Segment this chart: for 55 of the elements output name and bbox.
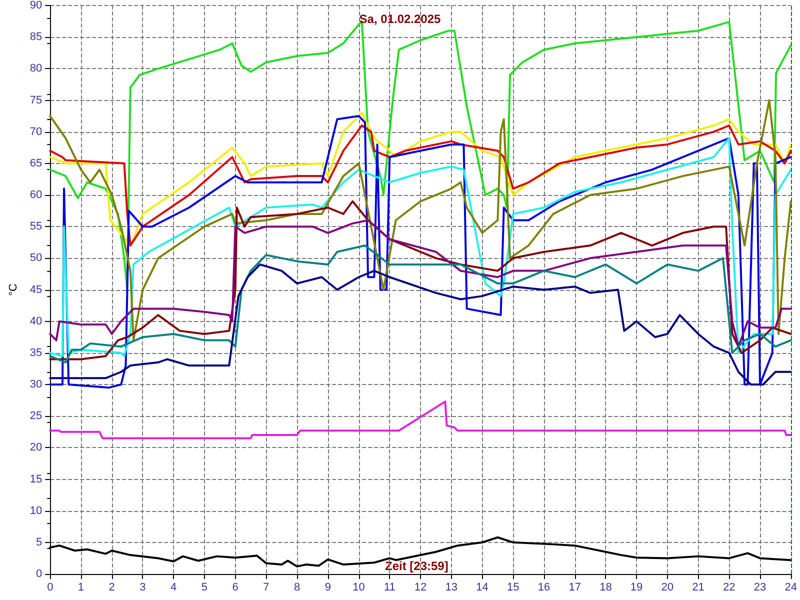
y-tick-label: 10 — [30, 504, 42, 517]
x-tick-label: 1 — [78, 582, 84, 594]
y-tick-label: 85 — [30, 31, 42, 44]
x-tick-label: 5 — [201, 582, 208, 594]
y-tick-label: 65 — [30, 157, 42, 170]
x-tick-label: 7 — [263, 582, 270, 594]
x-tick-label: 0 — [47, 582, 54, 594]
line-series — [49, 200, 792, 360]
x-tick-label: 12 — [414, 582, 427, 594]
x-tick-label: 21 — [692, 582, 704, 594]
y-tick-label: 20 — [30, 442, 42, 454]
x-tick-label: 24 — [784, 582, 798, 594]
line-series — [49, 219, 792, 348]
y-tick-label: 15 — [30, 473, 42, 486]
y-tick-label: 50 — [30, 252, 42, 264]
x-tick-label: 20 — [661, 582, 674, 594]
y-tick-label: 55 — [30, 220, 42, 233]
x-tick-label: 8 — [294, 582, 300, 594]
x-tick-label: 15 — [506, 582, 520, 594]
text: Sa, 01.02.2025 — [359, 12, 442, 26]
y-tick-label: 5 — [36, 536, 42, 548]
y-tick-label: 70 — [30, 126, 42, 138]
x-tick-label: 4 — [170, 582, 177, 594]
y-tick-label: 25 — [30, 410, 42, 422]
x-tick-label: 18 — [600, 582, 612, 594]
x-tick-label: 13 — [445, 582, 458, 594]
x-tick-label: 14 — [476, 582, 488, 594]
x-tick-label: 16 — [538, 582, 550, 594]
line-series — [49, 137, 792, 358]
y-tick-label: 30 — [30, 378, 42, 390]
line-series — [49, 99, 792, 342]
x-tick-label: 3 — [140, 582, 146, 594]
x-tick-label: 17 — [568, 582, 581, 594]
y-tick-label: 45 — [30, 284, 42, 296]
line-series — [49, 244, 792, 364]
x-tick-label: 11 — [384, 582, 396, 594]
x-tick-label: 10 — [352, 582, 365, 594]
x-tick-label: 2 — [108, 582, 115, 594]
y-tick-label: 75 — [30, 94, 42, 106]
y-tick-label: 60 — [30, 189, 42, 201]
x-tick-label: 23 — [754, 582, 766, 594]
y-tick-label: 90 — [30, 0, 42, 12]
line-series — [49, 115, 792, 389]
y-tick-label: 40 — [30, 315, 42, 328]
line-series — [49, 263, 792, 386]
y-tick-label: 80 — [30, 62, 42, 75]
x-tick-label: 22 — [723, 582, 736, 594]
x-tick-label: 19 — [630, 582, 643, 594]
y-axis-title: °C — [8, 284, 20, 296]
x-tick-label: 6 — [232, 582, 238, 594]
line-series — [49, 400, 792, 440]
x-tick-label: 9 — [324, 582, 331, 594]
y-tick-label: 35 — [30, 346, 42, 359]
y-tick-label: 0 — [36, 568, 42, 580]
x-axis-title: Zeit [23:59] — [385, 559, 448, 573]
